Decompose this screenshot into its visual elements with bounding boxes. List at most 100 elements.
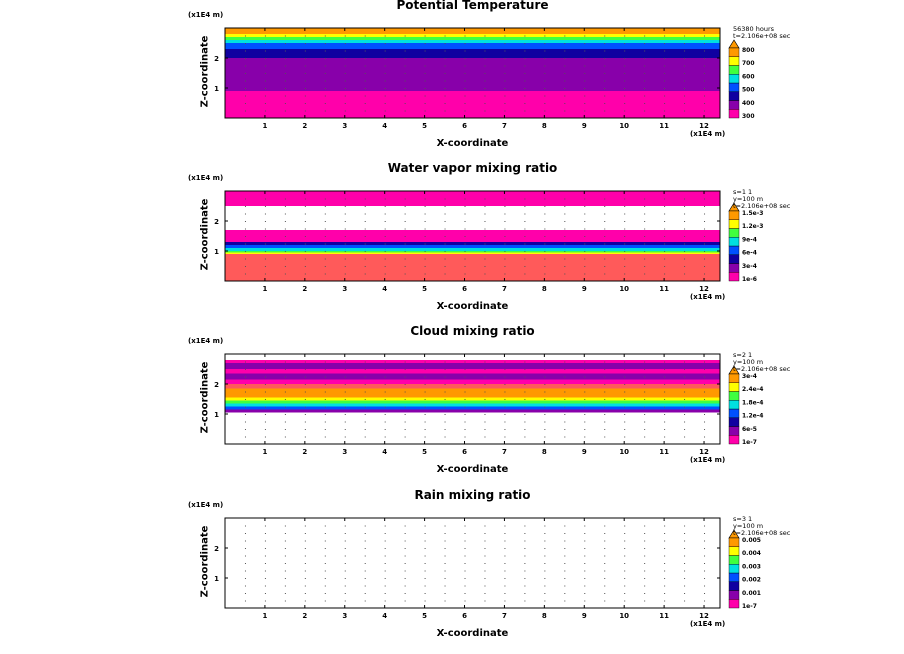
grid-dot: [324, 43, 326, 44]
grid-dot: [584, 35, 586, 37]
colorbar-label: 600: [742, 73, 755, 80]
grid-dot: [404, 258, 406, 260]
grid-dot: [464, 533, 466, 534]
grid-dot: [624, 376, 626, 378]
grid-dot: [684, 206, 686, 207]
z-unit-label: (x1E4 m): [188, 11, 224, 19]
grid-dot: [424, 273, 426, 275]
colorbar-swatch: [728, 272, 740, 282]
grid-dot: [564, 103, 566, 104]
colorbar: 800 700 600 500 400 300: [728, 39, 755, 120]
grid-dot: [284, 555, 286, 557]
grid-dot: [524, 273, 526, 275]
grid-dot: [344, 376, 346, 378]
grid-dot: [464, 65, 466, 67]
grid-dot: [604, 361, 606, 363]
grid-dot: [284, 421, 286, 423]
colorbar-label: 0.004: [742, 550, 761, 557]
grid-dot: [424, 600, 426, 602]
x-tick-label: 1: [262, 612, 267, 620]
grid-dot: [704, 88, 706, 89]
grid-dot: [484, 221, 486, 222]
grid-dot: [304, 58, 306, 59]
grid-dot: [424, 206, 426, 207]
grid-dot: [244, 533, 246, 534]
chart-title: Water vapor mixing ratio: [387, 161, 558, 175]
grid-dot: [664, 570, 666, 572]
grid-dot: [324, 273, 326, 275]
grid-dot: [644, 600, 646, 602]
grid-dot: [564, 421, 566, 423]
grid-dot: [684, 414, 686, 415]
grid-dot: [644, 258, 646, 260]
grid-dot: [344, 266, 346, 267]
grid-dot: [484, 548, 486, 549]
grid-dot: [504, 421, 506, 423]
grid-dot: [384, 533, 386, 534]
grid-dot: [644, 436, 646, 438]
grid-dot: [484, 258, 486, 260]
grid-dot: [504, 198, 506, 200]
grid-dot: [464, 43, 466, 44]
grid-dot: [524, 228, 526, 230]
grid-dot: [464, 540, 466, 542]
grid-dot: [324, 58, 326, 59]
grid-dot: [604, 258, 606, 260]
grid-dot: [424, 43, 426, 44]
grid-dot: [664, 65, 666, 67]
grid-dot: [244, 73, 246, 74]
grid-dot: [664, 406, 666, 408]
grid-dot: [424, 236, 426, 237]
grid-dot: [664, 228, 666, 230]
run-info-line: y=100 m: [733, 358, 764, 366]
grid-dot: [404, 540, 406, 542]
grid-dot: [464, 35, 466, 37]
grid-dot: [644, 414, 646, 415]
grid-dot: [544, 58, 546, 59]
grid-dot: [644, 391, 646, 393]
grid-dot: [464, 95, 466, 97]
x-tick-label: 8: [542, 285, 547, 293]
grid-dot: [244, 585, 246, 587]
grid-dot: [484, 570, 486, 572]
grid-dot: [384, 95, 386, 97]
grid-dot: [464, 376, 466, 378]
x-tick-label: 10: [619, 448, 629, 456]
colorbar-label: 1e-6: [742, 276, 757, 283]
grid-dot: [584, 600, 586, 602]
grid-dot: [604, 228, 606, 230]
x-tick-label: 12: [699, 612, 709, 620]
colorbar-swatch: [728, 219, 740, 229]
grid-dot: [384, 35, 386, 37]
grid-dot: [284, 243, 286, 245]
grid-dot: [344, 578, 346, 579]
grid-dot: [464, 406, 466, 408]
grid-dot: [704, 555, 706, 557]
grid-dot: [704, 391, 706, 393]
grid-dot: [364, 43, 366, 44]
grid-dot: [664, 399, 666, 400]
grid-dot: [324, 361, 326, 363]
grid-dot: [404, 525, 406, 527]
grid-dot: [324, 421, 326, 423]
z-tick-label: 2: [214, 218, 219, 226]
grid-dot: [424, 593, 426, 594]
grid-dot: [244, 251, 246, 252]
grid-dot: [524, 600, 526, 602]
grid-dot: [624, 429, 626, 430]
grid-dot: [284, 533, 286, 534]
grid-dot: [304, 258, 306, 260]
grid-dot: [564, 578, 566, 579]
grid-dot: [564, 563, 566, 564]
grid-dot: [364, 585, 366, 587]
grid-dot: [444, 206, 446, 207]
grid-dot: [244, 213, 246, 215]
grid-dot: [404, 236, 406, 237]
grid-dot: [304, 221, 306, 222]
grid-dot: [504, 243, 506, 245]
grid-dot: [644, 563, 646, 564]
grid-dot: [524, 35, 526, 37]
grid-dot: [624, 198, 626, 200]
grid-dot: [444, 73, 446, 74]
grid-dot: [284, 548, 286, 549]
